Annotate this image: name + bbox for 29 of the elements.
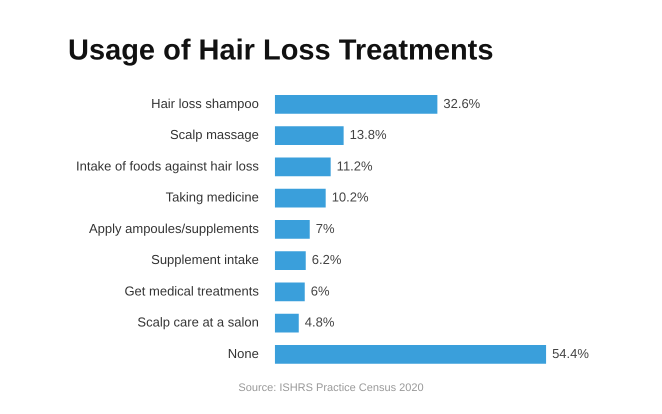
y-tick-label: Supplement intake	[151, 252, 259, 268]
bar	[274, 282, 305, 302]
bar	[274, 188, 326, 208]
y-tick-label: Intake of foods against hair loss	[76, 158, 260, 174]
data-label: 10.2%	[332, 190, 369, 205]
data-label: 6.2%	[312, 252, 342, 268]
y-tick-label: Apply ampoules/supplements	[89, 220, 260, 236]
y-tick-label: Taking medicine	[166, 190, 259, 205]
y-tick-label: Scalp care at a salon	[137, 314, 259, 330]
y-tick-label: Get medical treatments	[124, 283, 260, 298]
source-note: Source: ISHRS Practice Census 2020	[238, 382, 424, 394]
chart-title: Usage of Hair Loss Treatments	[68, 34, 494, 66]
bar	[274, 220, 310, 239]
bar	[274, 126, 344, 146]
y-tick-label: Hair loss shampoo	[151, 96, 259, 111]
data-label: 11.2%	[336, 158, 374, 174]
bar	[274, 345, 546, 364]
data-label: 54.4%	[552, 346, 590, 361]
bar	[274, 251, 306, 270]
y-tick-label: Scalp massage	[170, 127, 259, 142]
data-label: 32.6%	[443, 96, 481, 111]
y-tick-label: None	[228, 346, 259, 361]
bar	[274, 314, 299, 333]
data-label: 6%	[310, 283, 330, 298]
bar	[274, 95, 438, 114]
data-label: 4.8%	[304, 314, 335, 330]
data-label: 7%	[316, 220, 335, 236]
data-label: 13.8%	[350, 127, 387, 142]
bar	[274, 158, 331, 176]
